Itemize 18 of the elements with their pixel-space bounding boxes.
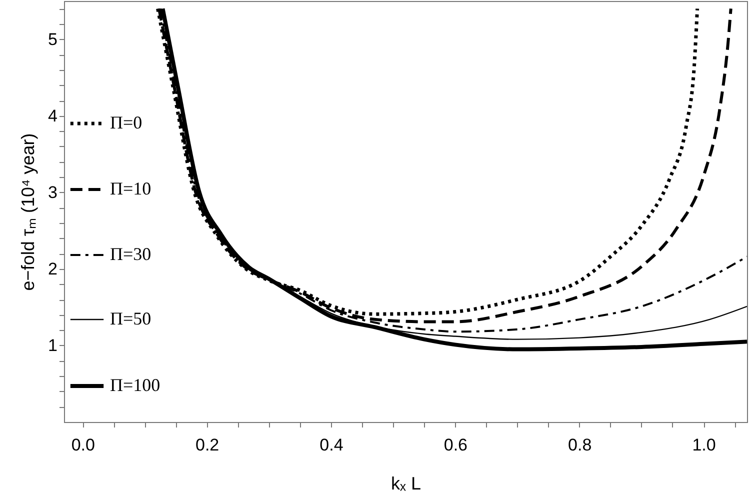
x-tick-label: 0.2 [195,436,220,454]
y-axis-title: e−fold τₘ (10⁴ year) [18,133,38,291]
y-tick-label: 1 [48,336,58,355]
x-tick-label: 1.0 [692,436,716,454]
y-tick-label: 2 [48,259,58,278]
legend-label: Π=100 [110,375,160,395]
legend-label: Π=30 [110,244,152,264]
x-tick-label: 0.6 [444,436,468,454]
y-tick-label: 4 [48,106,58,126]
x-axis-title: kₓ L [391,474,421,494]
x-tick-label: 0.0 [71,436,95,454]
legend-label: Π=50 [110,308,152,328]
y-tick-label: 3 [48,182,58,202]
legend-label: Π=0 [110,112,142,132]
x-tick-label: 0.8 [568,436,592,454]
x-tick-label: 0.4 [320,436,344,454]
y-tick-label: 5 [48,30,58,49]
legend-label: Π=10 [110,178,152,198]
